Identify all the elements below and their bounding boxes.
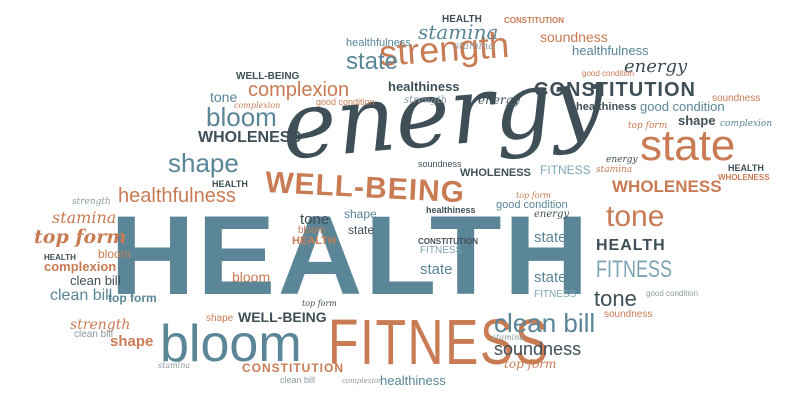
word-strength-left: strength — [72, 197, 111, 207]
word-fitness-mid-3: FITNESS — [534, 289, 577, 300]
word-wholeness-left: WHOLENESS — [198, 129, 302, 146]
word-complexion-low: complexion — [342, 377, 383, 385]
word-health-left-2: HEALTH — [44, 253, 76, 262]
word-topform-left: top form — [34, 226, 127, 248]
word-health-large: HEALTH — [110, 193, 591, 318]
word-cleanbill-bottom: clean bill — [494, 308, 596, 338]
word-energy-mid: energy — [534, 209, 570, 220]
word-energy-top-right: energy — [624, 56, 688, 77]
word-healthiness-top-2: healthiness — [576, 101, 637, 113]
word-cleanbill-low: clean bill — [280, 375, 316, 385]
word-wholeness-mid: WHOLENESS — [460, 167, 531, 179]
word-tone-right-2: tone — [594, 286, 637, 311]
word-strength-left-2: strength — [70, 317, 131, 333]
word-shape-left: shape — [168, 148, 239, 178]
word-state-mid-3: state — [534, 229, 567, 246]
word-soundness-bottom: soundness — [494, 339, 582, 359]
word-cleanbill-left-2: clean bill — [50, 287, 113, 304]
word-soundness-top-2: soundness — [712, 93, 761, 104]
word-bloom-large: bloom — [160, 315, 302, 373]
word-healthfulness-top-2: healthfulness — [572, 43, 649, 58]
word-wellbeing-top: WELL-BEING — [236, 71, 300, 82]
word-complexion-small: complexion — [234, 101, 281, 110]
word-fitness-large: FITNESS — [328, 306, 550, 378]
word-shape-left-2: shape — [110, 333, 154, 350]
word-state-mid: state — [348, 223, 375, 237]
word-health-mid: HEALTH — [292, 235, 336, 247]
word-stamina-top: stamina — [418, 20, 499, 44]
word-state-mid-4: state — [534, 269, 567, 286]
word-health-right: HEALTH — [728, 163, 764, 173]
word-health-left: HEALTH — [212, 179, 248, 189]
word-good-condition-small: good condition — [316, 97, 375, 107]
word-topform-low-2: top form — [504, 357, 557, 371]
word-soundness-right: soundness — [604, 309, 653, 320]
word-healthiness-mid: healthiness — [426, 205, 476, 215]
word-constitution-top: CONSTITUTION — [534, 79, 696, 101]
word-topform-low: top form — [302, 299, 337, 308]
word-state-top: state — [346, 48, 399, 75]
word-cleanbill-left: clean bill — [70, 273, 121, 288]
word-healthfulness-top: healthfulness — [346, 37, 411, 49]
word-fitness-mid: FITNESS — [540, 163, 591, 177]
word-stamina-left: stamina — [52, 208, 117, 227]
word-topform-mid: top form — [516, 191, 551, 200]
word-good-condition-mid: good condition — [496, 199, 568, 211]
word-shape-right: shape — [678, 113, 716, 128]
word-complexion-left: complexion — [44, 259, 117, 274]
word-good-condition-top-2: good condition — [640, 99, 725, 114]
word-constitution-mid: CONSTITUTION — [418, 237, 478, 246]
word-tone-top: tone — [210, 89, 238, 105]
word-tone-right: tone — [606, 200, 665, 233]
word-soundness-mid: soundness — [418, 159, 462, 169]
word-bloom-mid-2: bloom — [232, 269, 271, 285]
word-healthfulness-left: healthfulness — [118, 185, 236, 207]
word-wellbeing-low: WELL-BEING — [238, 309, 327, 325]
word-complexion-top: complexion — [248, 79, 350, 101]
word-energy-right: energy — [606, 155, 638, 165]
word-bloom-top: bloom — [206, 102, 277, 132]
word-stamina-low-2: stamina — [492, 333, 525, 342]
word-good-condition-right: good condition — [646, 289, 699, 298]
word-shape-low: shape — [206, 313, 234, 324]
word-constitution-small-1: CONSTITUTION — [504, 16, 564, 25]
word-healthiness-top: healthiness — [388, 79, 460, 94]
word-energy-small: energy — [478, 93, 521, 107]
word-cleanbill-left-3: clean bill — [74, 329, 113, 340]
word-shape-mid: shape — [344, 207, 377, 221]
word-fitness-mid-2: FITNESS — [420, 245, 463, 256]
word-health-right-2: HEALTH — [596, 237, 666, 254]
word-state-mid-2: state — [420, 261, 453, 278]
word-healthiness-low: healthiness — [380, 373, 446, 388]
word-stamina-right: stamina — [596, 165, 633, 175]
word-state-right: state — [640, 121, 736, 170]
word-wholeness-right-2: WHOLENESS — [718, 173, 770, 182]
word-complexion-right: complexion — [720, 119, 773, 129]
word-stamina-small: stamina — [454, 41, 495, 52]
word-stamina-low: stamina — [158, 361, 191, 370]
word-fitness-right: FITNESS — [596, 256, 673, 283]
word-bloom-left: bloom — [98, 247, 131, 261]
word-good-condition-top: good condition — [582, 69, 635, 78]
word-soundness-top: soundness — [540, 29, 608, 45]
word-topform-left-2: top form — [108, 291, 157, 305]
word-health-small-1: HEALTH — [442, 14, 482, 25]
word-strength-small: strength — [404, 95, 448, 106]
word-constitution-low: CONSTITUTION — [242, 361, 344, 375]
word-bloom-mid: bloom — [298, 225, 326, 236]
word-topform-right: top form — [628, 121, 668, 131]
word-energy-large: energy — [277, 45, 609, 181]
word-tone-mid: tone — [300, 211, 330, 228]
word-wholeness-right: WHOLENESS — [612, 177, 722, 196]
